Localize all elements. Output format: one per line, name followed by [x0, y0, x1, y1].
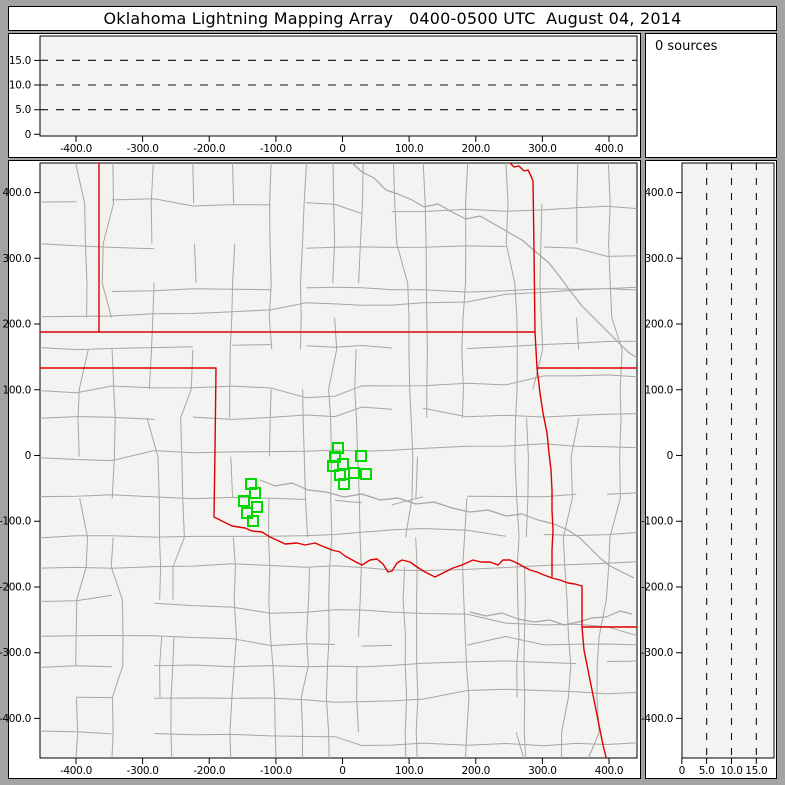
panel-altitude-ns [645, 160, 777, 779]
source-count-label: 0 sources [655, 39, 718, 54]
page-title: Oklahoma Lightning Mapping Array 0400-05… [103, 9, 682, 28]
panel-source-count: 0 sources [645, 33, 777, 158]
title-bar: Oklahoma Lightning Mapping Array 0400-05… [8, 6, 777, 31]
panel-altitude-ew [8, 33, 641, 158]
panel-plan-view-map [8, 160, 641, 779]
